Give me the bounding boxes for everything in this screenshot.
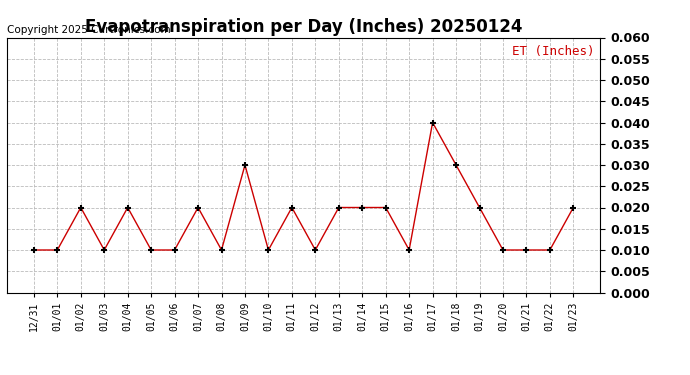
Text: ET (Inches): ET (Inches) (512, 45, 594, 58)
Title: Evapotranspiration per Day (Inches) 20250124: Evapotranspiration per Day (Inches) 2025… (85, 18, 522, 36)
Text: Copyright 2025 Curtronics.com: Copyright 2025 Curtronics.com (7, 25, 170, 35)
